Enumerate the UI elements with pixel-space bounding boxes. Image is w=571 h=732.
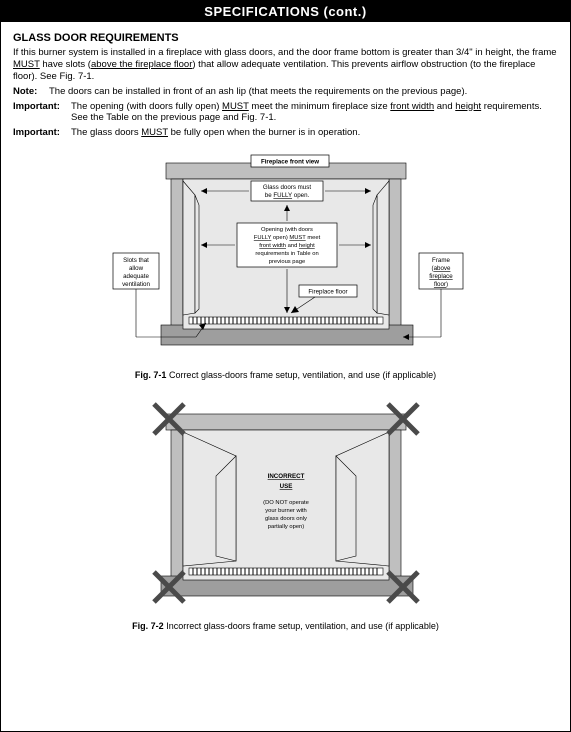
fig1-title: Fireplace front view — [260, 159, 318, 166]
svg-text:glass doors only: glass doors only — [265, 516, 307, 522]
svg-text:USE: USE — [279, 483, 292, 490]
vent-slots — [189, 317, 383, 324]
important-label-1: Important: — [13, 101, 71, 125]
svg-text:allow: allow — [128, 265, 143, 272]
svg-text:(DO NOT operate: (DO NOT operate — [263, 500, 309, 506]
important-label-2: Important: — [13, 127, 71, 139]
svg-text:Glass doors must: Glass doors must — [262, 184, 310, 191]
fig1-svg: Fireplace front view Glass doors must be… — [71, 145, 501, 365]
section-title: GLASS DOOR REQUIREMENTS — [13, 32, 558, 44]
note-row: Note: The doors can be installed in fron… — [13, 86, 558, 98]
header-title: SPECIFICATIONS (cont.) — [204, 4, 366, 19]
important-2: Important: The glass doors MUST be fully… — [13, 127, 558, 139]
important-body-1: The opening (with doors fully open) MUST… — [71, 101, 558, 125]
fig2-svg: INCORRECT USE (DO NOT operate your burne… — [106, 396, 466, 616]
figure-7-1: Fireplace front view Glass doors must be… — [13, 145, 558, 380]
page: SPECIFICATIONS (cont.) GLASS DOOR REQUIR… — [0, 0, 571, 732]
svg-text:INCORRECT: INCORRECT — [267, 473, 304, 480]
important-1: Important: The opening (with doors fully… — [13, 101, 558, 125]
note-label: Note: — [13, 86, 49, 98]
fig2-caption: Fig. 7-2 Incorrect glass-doors frame set… — [13, 621, 558, 631]
svg-text:previous page: previous page — [268, 259, 304, 265]
svg-text:(above: (above — [431, 265, 450, 272]
important-body-2: The glass doors MUST be fully open when … — [71, 127, 558, 139]
svg-text:requirements in Table on: requirements in Table on — [255, 251, 318, 257]
svg-text:adequate: adequate — [123, 273, 149, 280]
fig1-caption: Fig. 7-1 Correct glass-doors frame setup… — [13, 370, 558, 380]
svg-text:Frame: Frame — [432, 257, 450, 264]
figure-7-2: INCORRECT USE (DO NOT operate your burne… — [13, 396, 558, 631]
header-bar: SPECIFICATIONS (cont.) — [1, 1, 570, 22]
svg-text:be FULLY open.: be FULLY open. — [264, 192, 309, 199]
svg-text:your burner with: your burner with — [265, 508, 307, 514]
svg-text:FULLY open) MUST meet: FULLY open) MUST meet — [253, 235, 320, 241]
paragraph-1: If this burner system is installed in a … — [13, 47, 558, 83]
svg-text:ventilation: ventilation — [122, 281, 150, 288]
svg-text:front width and height: front width and height — [259, 243, 315, 249]
note-body: The doors can be installed in front of a… — [49, 86, 558, 98]
svg-text:Opening (with doors: Opening (with doors — [261, 227, 313, 233]
svg-text:partially open): partially open) — [267, 524, 303, 530]
svg-text:Slots that: Slots that — [123, 257, 149, 264]
svg-text:floor): floor) — [433, 281, 447, 288]
svg-text:Fireplace floor: Fireplace floor — [308, 289, 347, 296]
svg-text:fireplace: fireplace — [429, 273, 453, 280]
content-area: GLASS DOOR REQUIREMENTS If this burner s… — [1, 22, 570, 641]
